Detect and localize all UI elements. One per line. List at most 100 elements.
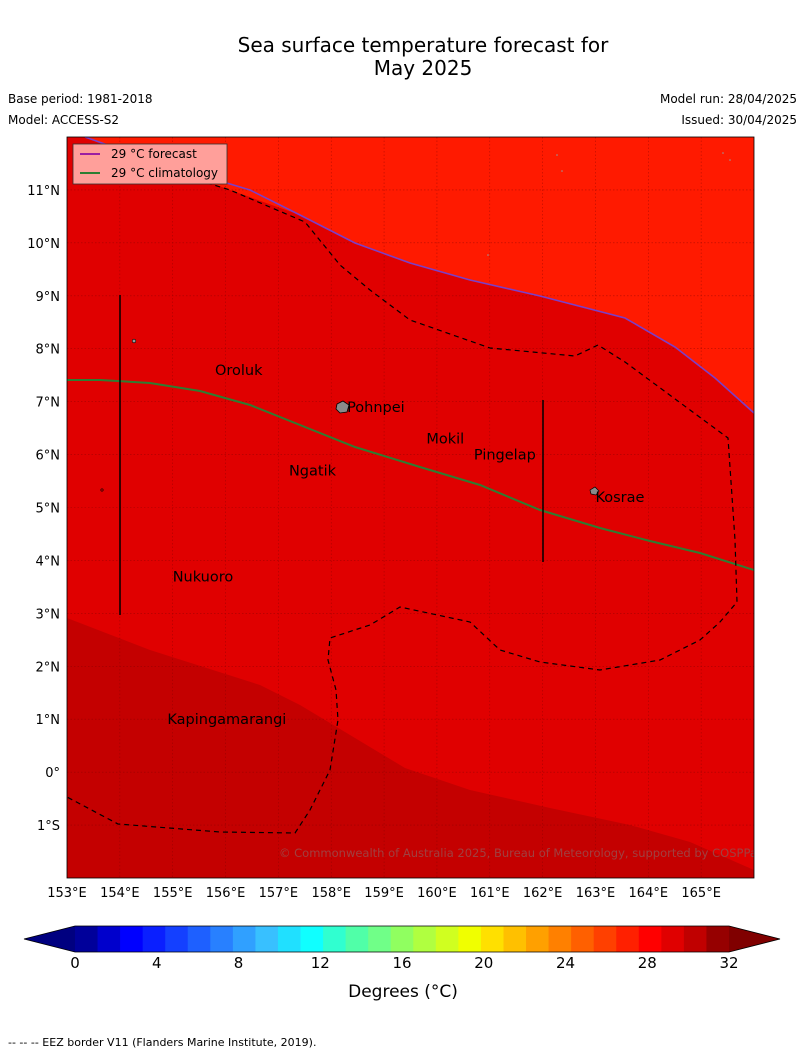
colorbar-bin [435,926,459,952]
longitude-label: 165°E [681,886,721,901]
place-label: Kosrae [595,490,644,506]
attribution-text: © Commonwealth of Australia 2025, Bureau… [279,846,763,860]
forecast-29c-isotherm [84,137,754,414]
place-label: Oroluk [215,363,263,379]
longitude-label: 156°E [206,886,246,901]
colorbar-bin [142,926,166,952]
longitude-label: 162°E [523,886,563,901]
latitude-labels: 11°N 10°N 9°N 8°N 7°N 6°N 5°N 4°N 3°N 2°N 1°N 0° 1°S [27,184,60,834]
longitude-label: 153°E [47,886,87,901]
colorbar-bin [345,926,369,952]
latitude-label: 5°N [36,502,61,517]
colorbar-tick-label: 28 [638,954,657,972]
latitude-label: 3°N [36,607,61,622]
longitude-label: 164°E [629,886,669,901]
latitude-label: 1°S [37,819,60,834]
place-label: Nukuoro [173,569,234,585]
legend-climatology-label: 29 °C climatology [111,166,218,180]
longitude-label: 159°E [364,886,404,901]
colorbar-bin [368,926,392,952]
legend-box: 29 °C forecast 29 °C climatology [72,143,228,185]
colorbar-bin [480,926,505,952]
chart-title-line2: May 2025 [373,56,473,80]
colorbar-ticks: 0 4 8 12 16 20 24 28 32 [70,954,738,972]
colorbar-tick-label: 32 [719,954,738,972]
model-run: Model run: 28/04/2025 [659,92,797,106]
colorbar-tick-label: 20 [474,954,493,972]
colorbar-bin [255,926,279,952]
pohnpei-island-shape [335,400,350,414]
colorbar-bin [277,926,302,952]
colorbar-tick-label: 12 [311,954,330,972]
longitude-label: 160°E [417,886,457,901]
colorbar-bin [75,926,99,952]
colorbar-bin [548,926,572,952]
latitude-label: 11°N [27,184,60,199]
colorbar-bin [638,926,662,952]
longitude-label: 157°E [259,886,299,901]
islet-marker [100,488,104,492]
map-fields: Oroluk Pohnpei Mokil Pingelap Ngatik Kosrae Nu… [67,137,763,878]
latitude-label: 9°N [36,290,61,305]
longitude-labels: 153°E 154°E 155°E 156°E 157°E 158°E 159°E 160°E… [47,886,721,901]
latitude-label: 10°N [27,237,60,252]
islet-marker [561,170,563,172]
colorbar-over-arrow [729,926,780,952]
eez-source-note: -- -- -- EEZ border V11 (Flanders Marine… [8,1036,317,1049]
colorbar-bin [616,926,640,952]
longitude-label: 158°E [311,886,351,901]
latitude-label: 4°N [36,554,61,569]
colorbar-bin [300,926,324,952]
place-label: Pohnpei [347,400,405,416]
colorbar-bin [120,926,144,952]
place-label: Mokil [426,432,464,448]
colorbar-bin [593,926,617,952]
islet-marker [729,159,731,161]
place-label: Pingelap [474,448,536,464]
model-name: Model: ACCESS-S2 [8,113,120,127]
colorbar-bin [232,926,257,952]
colorbar-bin [503,926,527,952]
colorbar-outline [23,925,781,953]
chart-title-line1: Sea surface temperature forecast for [237,33,609,57]
colorbar-bin [187,926,211,952]
islet-marker [131,338,137,344]
place-label: Kapingamarangi [167,712,286,728]
colorbar-tick-label: 4 [152,954,162,972]
latitude-label: 2°N [36,660,61,675]
latitude-label: 8°N [36,343,61,358]
climatology-29c-isotherm [67,379,754,571]
colorbar-bin [413,926,437,952]
longitude-label: 154°E [100,886,140,901]
kosrae-island-shape [589,486,600,496]
colorbar-label: Degrees (°C) [348,982,458,1002]
colorbar-tick-label: 8 [234,954,244,972]
latitude-label: 6°N [36,449,61,464]
latitude-label: 1°N [36,713,61,728]
sst-band-30-31 [67,618,754,878]
colorbar-bin [458,926,482,952]
base-period: Base period: 1981-2018 [8,92,153,106]
legend-forecast-label: 29 °C forecast [111,147,197,161]
colorbar-bin [165,926,189,952]
colorbar-bin [323,926,347,952]
islet-marker [556,154,558,156]
islet-marker [487,254,489,256]
longitude-label: 163°E [576,886,616,901]
colorbar-bin [683,926,708,952]
colorbar-bin [97,926,121,952]
colorbar-bin [526,926,550,952]
colorbar-bin [210,926,234,952]
colorbar-bin [706,926,730,952]
colorbar-tick-label: 16 [392,954,411,972]
islet-marker [722,152,724,154]
map-frame [66,136,755,879]
latitude-label: 0° [45,766,60,781]
colorbar-bin [390,926,414,952]
colorbar-under-arrow [24,926,75,952]
colorbar [23,925,781,953]
place-label: Ngatik [289,463,337,479]
issued-date: Issued: 30/04/2025 [681,113,797,127]
colorbar-tick-label: 0 [70,954,80,972]
